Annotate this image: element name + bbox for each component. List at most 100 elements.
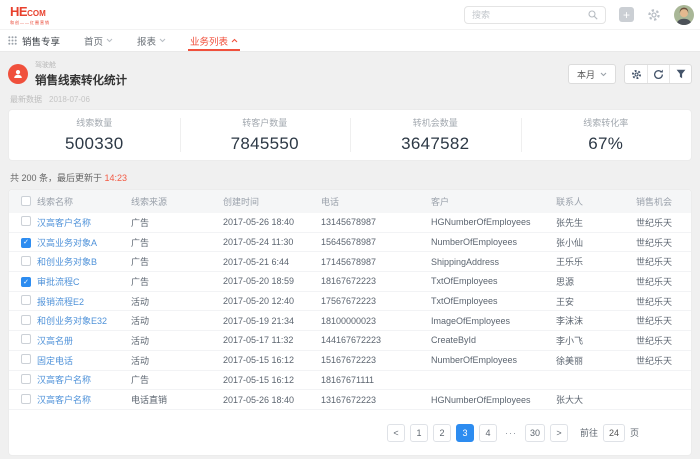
lead-name-link[interactable]: 汉高名册 [37, 335, 74, 346]
lead-name-link[interactable]: 和创业务对象B [37, 257, 98, 268]
table-row[interactable]: 汉高业务对象A 广告 2017-05-24 11:30 15645678987 … [9, 233, 691, 253]
contact-cell: 王安 [556, 296, 575, 307]
row-checkbox[interactable] [21, 216, 31, 227]
chevron-down-icon [600, 72, 607, 77]
table-row[interactable]: 汉高客户名称 广告 2017-05-15 16:12 18167671111 [9, 371, 691, 391]
lead-name-link[interactable]: 汉高客户名称 [37, 217, 92, 228]
workspace-label: 销售专享 [22, 36, 61, 48]
phone-cell: 13145678987 [321, 217, 377, 228]
pagination-page-2[interactable]: 2 [432, 423, 451, 442]
page-header: 驾驶舱 销售线索转化统计 本月 [8, 60, 692, 88]
pagination-page-4[interactable]: 4 [478, 423, 497, 442]
logo[interactable]: HECOM 和创——红圈营销 [10, 4, 50, 25]
nav-label: 首页 [84, 36, 104, 48]
row-checkbox[interactable] [21, 354, 31, 365]
settings-toolbar-button[interactable] [625, 65, 647, 83]
phone-cell: 18100000023 [321, 315, 377, 326]
customer-cell: ShippingAddress [431, 256, 500, 267]
col-lead-source: 线索来源 [131, 197, 168, 207]
row-checkbox[interactable] [21, 314, 31, 325]
chevron-down-icon [159, 38, 166, 43]
lead-source-cell: 广告 [131, 257, 150, 268]
contact-cell: 张小仙 [556, 237, 584, 248]
phone-cell: 18167671111 [321, 374, 375, 385]
table-row[interactable]: 报销流程E2 活动 2017-05-20 12:40 17567672223 T… [9, 292, 691, 312]
opportunity-cell: 世纪乐天 [636, 276, 673, 287]
add-button[interactable]: + [619, 7, 634, 22]
created-time-cell: 2017-05-26 18:40 [223, 394, 295, 405]
workspace-switcher[interactable]: 销售专享 [8, 30, 60, 51]
opportunity-cell: 世纪乐天 [636, 316, 673, 327]
lead-source-cell: 广告 [131, 217, 150, 228]
col-customer: 客户 [431, 197, 450, 207]
row-checkbox[interactable] [21, 277, 31, 288]
pagination-prev[interactable]: < [386, 423, 405, 442]
search-input[interactable] [472, 9, 588, 20]
lead-name-link[interactable]: 汉高客户名称 [37, 395, 92, 406]
lead-name-link[interactable]: 报销流程E2 [37, 296, 85, 307]
pagination-next[interactable]: > [549, 423, 568, 442]
table-row[interactable]: 汉高客户名称 广告 2017-05-26 18:40 13145678987 H… [9, 213, 691, 233]
table-row[interactable]: 审批流程C 广告 2017-05-20 18:59 18167672223 Tx… [9, 272, 691, 292]
row-checkbox[interactable] [21, 393, 31, 404]
chevron-down-icon [106, 38, 113, 43]
row-checkbox[interactable] [21, 373, 31, 384]
customer-cell: HGNumberOfEmployees [431, 217, 531, 228]
table-row[interactable]: 汉高客户名称 电话直销 2017-05-26 18:40 13167672223… [9, 390, 691, 410]
nav-item-home[interactable]: 首页 [82, 30, 115, 51]
nav-item-reports[interactable]: 报表 [135, 30, 168, 51]
lead-source-cell: 广告 [131, 375, 150, 386]
phone-cell: 15167672223 [321, 355, 377, 366]
row-checkbox[interactable] [21, 334, 31, 345]
pagination-page-3[interactable]: 3 [455, 423, 474, 442]
created-time-cell: 2017-05-17 11:32 [223, 335, 294, 346]
lead-source-cell: 广告 [131, 237, 150, 248]
customer-cell: NumberOfEmployees [431, 237, 518, 248]
lead-source-cell: 活动 [131, 296, 150, 307]
created-time-cell: 2017-05-20 18:59 [223, 276, 295, 287]
phone-cell: 18167672223 [321, 276, 377, 287]
created-time-cell: 2017-05-15 16:12 [223, 374, 295, 385]
stat-value: 67% [588, 134, 624, 153]
phone-cell: 17145678987 [321, 256, 377, 267]
lead-source-cell: 电话直销 [131, 395, 168, 406]
col-contact: 联系人 [556, 197, 584, 207]
period-select[interactable]: 本月 [567, 64, 616, 84]
select-all-checkbox[interactable] [21, 195, 31, 206]
lead-name-link[interactable]: 审批流程C [37, 276, 80, 287]
phone-cell: 17567672223 [321, 296, 377, 307]
goto-page-input[interactable] [602, 423, 625, 442]
lead-name-link[interactable]: 和创业务对象E32 [37, 316, 108, 327]
nav-item-business-list[interactable]: 业务列表 [188, 30, 241, 51]
created-time-cell: 2017-05-26 18:40 [223, 217, 295, 228]
filter-button[interactable] [669, 65, 691, 83]
pagination-page-30[interactable]: 30 [524, 423, 545, 442]
summary-time: 14:23 [104, 173, 128, 183]
table-summary: 共 200 条，最后更新于 14:23 [10, 171, 690, 184]
search-box[interactable] [464, 5, 606, 24]
lead-name-link[interactable]: 汉高客户名称 [37, 375, 92, 386]
user-avatar[interactable] [674, 4, 694, 25]
main-nav: 销售专享 首页 报表 业务列表 [0, 30, 700, 52]
customer-cell: HGNumberOfEmployees [431, 394, 531, 405]
refresh-button[interactable] [647, 65, 669, 83]
table-row[interactable]: 和创业务对象E32 活动 2017-05-19 21:34 1810000002… [9, 311, 691, 332]
created-time-cell: 2017-05-19 21:34 [223, 315, 295, 326]
search-icon [588, 9, 598, 20]
table-row[interactable]: 固定电话 活动 2017-05-15 16:12 15167672223 Num… [9, 351, 691, 371]
table-row[interactable]: 和创业务对象B 广告 2017-05-21 6:44 17145678987 S… [9, 252, 691, 273]
table-row[interactable]: 汉高名册 活动 2017-05-17 11:32 144167672223 Cr… [9, 331, 691, 351]
created-time-cell: 2017-05-21 6:44 [223, 256, 290, 267]
row-checkbox[interactable] [21, 255, 31, 266]
row-checkbox[interactable] [21, 237, 31, 248]
settings-button[interactable] [647, 8, 661, 22]
plus-icon: + [622, 7, 630, 22]
lead-name-link[interactable]: 固定电话 [37, 355, 74, 366]
lead-name-link[interactable]: 汉高业务对象A [37, 237, 98, 248]
stat-customers: 转客户数量 7845550 [179, 110, 351, 160]
refresh-icon [653, 69, 664, 80]
row-checkbox[interactable] [21, 295, 31, 306]
stat-value: 7845550 [230, 134, 299, 153]
pagination-page-1[interactable]: 1 [409, 423, 428, 442]
